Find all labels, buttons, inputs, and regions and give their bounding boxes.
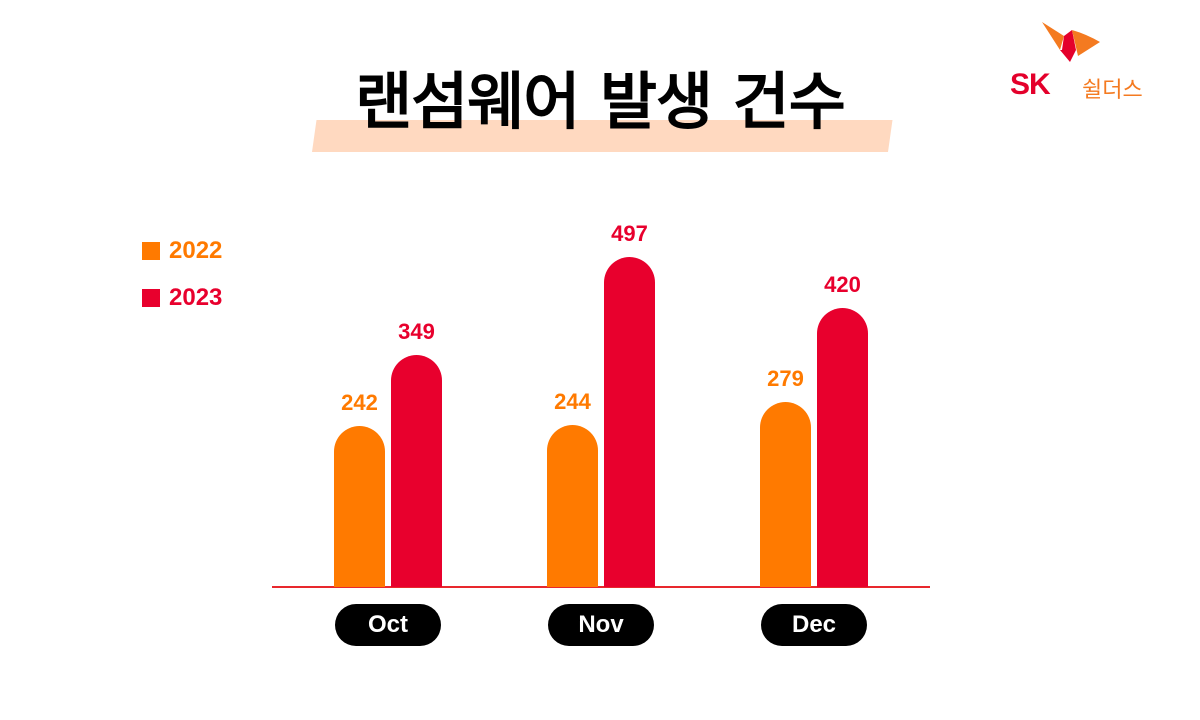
logo-brand-text: SK <box>1010 68 1051 101</box>
data-label-oct-2022: 242 <box>341 390 378 415</box>
bar-oct-2023 <box>391 355 442 587</box>
category-label-oct: Oct <box>335 604 441 646</box>
legend-label-2022: 2022 <box>169 237 223 264</box>
bar-nov-2022 <box>547 425 598 587</box>
logo-subbrand-text: 쉴더스 <box>1082 78 1143 103</box>
category-label-nov: Nov <box>548 604 654 646</box>
legend-item-2022: 2022 <box>142 237 223 264</box>
bar-oct-2022 <box>334 426 385 587</box>
legend-label-2023: 2023 <box>169 284 223 311</box>
data-label-nov-2022: 244 <box>554 389 591 414</box>
title-block: 랜섬웨어 발생 건수 <box>312 62 893 157</box>
butterfly-logo-icon <box>1042 22 1100 62</box>
legend-item-2023: 2023 <box>142 284 223 311</box>
category-label-dec: Dec <box>761 604 867 646</box>
data-label-dec-2023: 420 <box>824 272 861 297</box>
chart-legend: 2022 2023 <box>142 237 223 332</box>
data-label-oct-2023: 349 <box>398 319 435 344</box>
bar-dec-2022 <box>760 402 811 587</box>
data-label-dec-2022: 279 <box>767 366 804 391</box>
bar-nov-2023 <box>604 257 655 587</box>
x-axis-baseline <box>272 586 930 588</box>
data-label-nov-2023: 497 <box>611 221 648 246</box>
legend-swatch-2022 <box>142 242 160 260</box>
sk-shieldus-logo: SK 쉴더스 <box>1004 20 1174 103</box>
page-title: 랜섬웨어 발생 건수 <box>355 65 846 138</box>
legend-swatch-2023 <box>142 289 160 307</box>
bar-dec-2023 <box>817 308 868 587</box>
